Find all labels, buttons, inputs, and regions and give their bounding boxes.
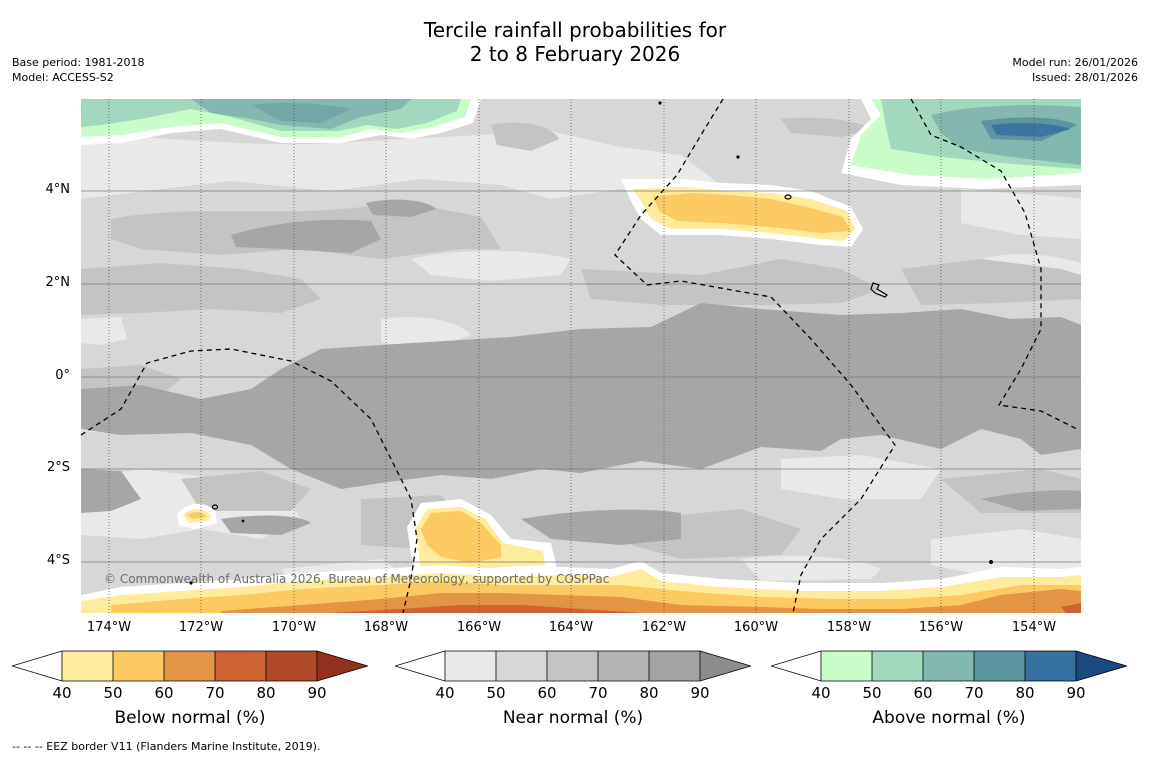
cb-below-tick: 60 bbox=[154, 684, 174, 702]
cb-near-seg bbox=[496, 651, 547, 681]
cb-above-seg bbox=[974, 651, 1025, 681]
probability-map bbox=[81, 99, 1081, 613]
cb-below-seg bbox=[113, 651, 164, 681]
cb-above-tick: 90 bbox=[1066, 684, 1086, 702]
colorbar-below-normal bbox=[12, 650, 368, 682]
lon-label-170w: 170°W bbox=[271, 620, 317, 635]
lat-label-4n: 4°N bbox=[45, 182, 71, 197]
map-title: Tercile rainfall probabilities for 2 to … bbox=[0, 18, 1150, 66]
cb-below-seg bbox=[317, 651, 368, 681]
colorbar-near-label: Near normal (%) bbox=[502, 708, 644, 728]
below-normal-lower-center bbox=[407, 499, 557, 581]
cb-below-seg bbox=[12, 651, 62, 681]
lat-label-2s: 2°S bbox=[46, 460, 70, 475]
below-normal-upper-middle bbox=[621, 179, 863, 247]
lon-label-154w: 154°W bbox=[1011, 620, 1057, 635]
cb-near-seg bbox=[598, 651, 649, 681]
title-line-1: Tercile rainfall probabilities for bbox=[423, 18, 727, 42]
near-normal-dark-areas bbox=[81, 199, 1081, 545]
below-normal-lower-left bbox=[177, 503, 217, 529]
colorbar-above-ticks: 40 50 60 70 80 90 bbox=[771, 684, 1127, 702]
cb-below-tick: 90 bbox=[307, 684, 327, 702]
cb-below-seg bbox=[215, 651, 266, 681]
lon-label-156w: 156°W bbox=[918, 620, 964, 635]
meta-left: Base period: 1981-2018 Model: ACCESS-S2 bbox=[12, 55, 144, 85]
cb-near-tick: 70 bbox=[588, 684, 608, 702]
below-normal-bottom-band bbox=[81, 561, 1081, 613]
lon-label-158w: 158°W bbox=[826, 620, 872, 635]
islands bbox=[189, 101, 993, 585]
cb-near-seg bbox=[649, 651, 700, 681]
cb-near-seg bbox=[395, 651, 445, 681]
above-normal-top-left bbox=[81, 99, 481, 145]
cb-near-tick: 50 bbox=[486, 684, 506, 702]
model-run: Model run: 26/01/2026 bbox=[1012, 56, 1138, 69]
cb-above-tick: 40 bbox=[811, 684, 831, 702]
lat-label-2n: 2°N bbox=[45, 275, 71, 290]
colorbar-above-label: Above normal (%) bbox=[872, 708, 1026, 728]
lon-label-164w: 164°W bbox=[548, 620, 594, 635]
cb-near-tick: 60 bbox=[537, 684, 557, 702]
model-name: Model: ACCESS-S2 bbox=[12, 71, 114, 84]
cb-near-seg bbox=[700, 651, 751, 681]
cb-below-tick: 40 bbox=[52, 684, 72, 702]
cb-above-tick: 60 bbox=[913, 684, 933, 702]
cb-near-tick: 90 bbox=[690, 684, 710, 702]
eez-footnote: -- -- -- EEZ border V11 (Flanders Marine… bbox=[12, 740, 321, 753]
cb-above-seg bbox=[923, 651, 974, 681]
cb-near-seg bbox=[547, 651, 598, 681]
lon-label-162w: 162°W bbox=[641, 620, 687, 635]
cb-below-tick: 50 bbox=[103, 684, 123, 702]
copyright-notice: © Commonwealth of Australia 2026, Bureau… bbox=[104, 572, 610, 586]
lon-label-166w: 166°W bbox=[456, 620, 502, 635]
cb-below-tick: 80 bbox=[256, 684, 276, 702]
cb-above-seg bbox=[872, 651, 923, 681]
lon-label-168w: 168°W bbox=[363, 620, 409, 635]
colorbar-above-normal bbox=[771, 650, 1127, 682]
cb-near-seg bbox=[445, 651, 496, 681]
lat-label-0: 0° bbox=[55, 368, 70, 383]
eez-borders bbox=[81, 99, 1078, 613]
colorbar-near-normal bbox=[395, 650, 751, 682]
lon-label-172w: 172°W bbox=[178, 620, 224, 635]
lon-label-174w: 174°W bbox=[86, 620, 132, 635]
above-normal-top-right bbox=[841, 99, 1081, 189]
colorbar-below-label: Below normal (%) bbox=[114, 708, 266, 728]
cb-above-seg bbox=[771, 651, 821, 681]
cb-below-seg bbox=[266, 651, 317, 681]
cb-above-seg bbox=[821, 651, 872, 681]
meta-right: Model run: 26/01/2026 Issued: 28/01/2026 bbox=[1012, 55, 1138, 85]
cb-below-seg bbox=[62, 651, 113, 681]
cb-above-tick: 70 bbox=[964, 684, 984, 702]
issued-date: Issued: 28/01/2026 bbox=[1031, 71, 1138, 84]
lat-label-4s: 4°S bbox=[46, 553, 70, 568]
title-line-2: 2 to 8 February 2026 bbox=[469, 42, 681, 66]
cb-above-seg bbox=[1076, 651, 1127, 681]
cb-near-tick: 80 bbox=[639, 684, 659, 702]
lon-label-160w: 160°W bbox=[733, 620, 779, 635]
cb-below-tick: 70 bbox=[205, 684, 225, 702]
cb-below-seg bbox=[164, 651, 215, 681]
base-period: Base period: 1981-2018 bbox=[12, 56, 145, 69]
cb-above-tick: 80 bbox=[1015, 684, 1035, 702]
colorbar-below-ticks: 40 50 60 70 80 90 bbox=[12, 684, 368, 702]
cb-above-tick: 50 bbox=[862, 684, 882, 702]
latitude-lines bbox=[81, 190, 1081, 563]
cb-above-seg bbox=[1025, 651, 1076, 681]
colorbar-near-ticks: 40 50 60 70 80 90 bbox=[395, 684, 751, 702]
cb-near-tick: 40 bbox=[435, 684, 455, 702]
